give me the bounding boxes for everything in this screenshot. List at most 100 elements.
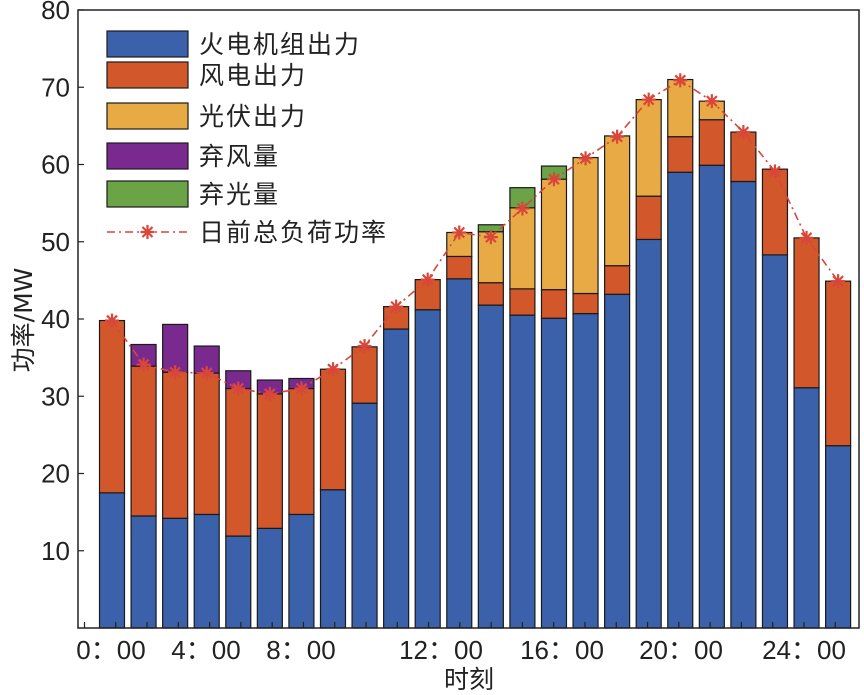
- x-tick-label: 16：00: [520, 635, 604, 665]
- bar-segment-2: [288, 387, 315, 516]
- legend-swatch-1: [106, 30, 189, 58]
- legend-label-load: 日前总负荷功率: [199, 218, 388, 247]
- bar-segment-1: [540, 317, 568, 629]
- bar-segment-1: [667, 171, 694, 629]
- bar-segment-2: [793, 237, 820, 389]
- load-marker: [609, 128, 626, 145]
- bar-segment-2: [825, 280, 852, 447]
- bar-segment-1: [225, 535, 252, 629]
- legend-swatch-2: [106, 61, 189, 89]
- legend-label-2: 风电出力: [199, 61, 307, 90]
- load-marker: [135, 356, 152, 373]
- bar-segment-2: [509, 288, 536, 316]
- x-axis-title: 时刻: [444, 665, 494, 694]
- bar-segment-4: [193, 345, 220, 374]
- load-marker: [735, 123, 752, 141]
- bar-segment-1: [730, 180, 757, 629]
- y-tick-label: 10: [41, 536, 70, 566]
- y-axis-title: 功率/MW: [9, 268, 38, 373]
- legend-label-3: 光伏出力: [199, 102, 307, 131]
- bar-segment-1: [256, 527, 283, 629]
- load-marker: [798, 229, 815, 246]
- bar-segment-2: [319, 368, 347, 491]
- legend-line-marker: [139, 223, 156, 241]
- load-marker: [577, 150, 594, 167]
- x-axis-ticks: 0：00 4：00 8：00 12：00 16：00 20：00 24：00: [76, 622, 846, 665]
- load-marker: [324, 361, 342, 378]
- bar-segment-2: [635, 195, 662, 241]
- load-marker: [451, 224, 468, 241]
- load-marker: [766, 163, 784, 180]
- load-marker: [261, 385, 278, 403]
- bar-segment-2: [130, 365, 157, 517]
- bar-segment-2: [477, 282, 504, 306]
- bar-segment-2: [730, 131, 757, 183]
- load-line: [111, 79, 839, 395]
- bar-segment-3: [509, 207, 536, 290]
- bar-segment-1: [383, 328, 410, 629]
- bar-segment-1: [351, 402, 378, 629]
- x-tick-label: 0：00: [76, 635, 145, 665]
- y-tick-label: 60: [41, 150, 70, 180]
- load-marker: [419, 271, 436, 288]
- bar-segment-1: [130, 515, 157, 629]
- y-tick-label: 30: [41, 381, 70, 411]
- bar-segment-2: [98, 319, 126, 494]
- legend-label-5: 弃光量: [199, 180, 280, 209]
- load-marker: [103, 312, 121, 329]
- load-marker: [672, 72, 689, 89]
- y-tick-label: 40: [41, 304, 70, 334]
- load-marker: [514, 200, 531, 217]
- bar-segment-1: [604, 293, 631, 629]
- y-axis-ticks: 10 20 30 40 50 60 70 80: [41, 0, 84, 566]
- load-line-series: [103, 72, 847, 403]
- bar-segment-2: [225, 387, 252, 537]
- bar-series: [98, 78, 852, 629]
- bar-segment-1: [825, 445, 852, 629]
- legend-swatch-5: [106, 180, 189, 208]
- load-marker: [482, 229, 499, 246]
- load-marker: [167, 364, 184, 381]
- legend-swatch-4: [106, 142, 189, 170]
- bar-segment-1: [761, 254, 789, 629]
- plot-frame: [77, 9, 860, 629]
- x-tick-label: 24：00: [762, 635, 846, 665]
- bar-segment-3: [540, 178, 568, 291]
- bar-segment-3: [572, 156, 599, 295]
- bar-segment-2: [540, 289, 568, 319]
- legend-swatch-3: [106, 102, 189, 130]
- bar-segment-2: [193, 372, 220, 516]
- bar-segment-2: [667, 136, 694, 173]
- bar-segment-2: [604, 265, 631, 295]
- bar-segment-1: [319, 489, 347, 629]
- legend-label-4: 弃风量: [199, 142, 280, 171]
- bar-segment-2: [162, 371, 189, 519]
- bar-segment-1: [414, 309, 441, 629]
- y-tick-label: 50: [41, 227, 70, 257]
- bar-segment-1: [509, 314, 536, 629]
- bar-segment-1: [698, 164, 725, 629]
- x-tick-label: 12：00: [399, 635, 483, 665]
- bar-segment-4: [162, 323, 189, 373]
- bar-segment-2: [446, 255, 473, 280]
- bar-segment-1: [446, 278, 473, 629]
- bar-segment-1: [193, 513, 220, 629]
- x-tick-label: 4：00: [171, 635, 240, 665]
- bar-segment-1: [477, 304, 504, 629]
- bar-segment-1: [572, 312, 599, 629]
- bar-segment-2: [256, 393, 283, 529]
- bar-segment-1: [793, 387, 820, 629]
- x-tick-label: 20：00: [639, 635, 723, 665]
- bar-segment-1: [162, 517, 189, 629]
- load-marker: [640, 91, 657, 108]
- bar-segment-2: [698, 119, 725, 166]
- load-marker: [293, 380, 310, 397]
- bar-segment-2: [761, 168, 789, 256]
- bar-segment-2: [351, 346, 378, 404]
- load-marker: [198, 364, 215, 382]
- load-marker: [830, 273, 847, 290]
- load-marker: [545, 171, 563, 188]
- y-tick-label: 70: [41, 72, 70, 102]
